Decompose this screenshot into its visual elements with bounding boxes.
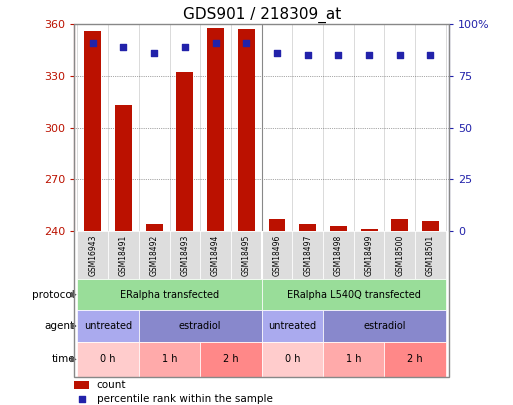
Bar [238,30,255,231]
Point [426,52,435,59]
FancyBboxPatch shape [77,342,139,377]
Point [150,50,159,56]
Text: percentile rank within the sample: percentile rank within the sample [97,394,273,404]
FancyBboxPatch shape [384,231,415,279]
Point [273,50,281,56]
Bar [361,229,378,231]
Point [78,396,86,403]
Bar [422,221,439,231]
Point [304,52,312,59]
FancyBboxPatch shape [139,342,200,377]
FancyBboxPatch shape [384,342,446,377]
Text: GSM18497: GSM18497 [303,234,312,276]
Text: 2 h: 2 h [407,354,423,364]
Text: GSM18499: GSM18499 [365,234,373,276]
FancyBboxPatch shape [323,310,446,342]
FancyBboxPatch shape [354,231,384,279]
Text: time: time [51,354,75,364]
Text: 1 h: 1 h [162,354,177,364]
Title: GDS901 / 218309_at: GDS901 / 218309_at [183,7,341,23]
Text: protocol: protocol [32,290,75,300]
FancyBboxPatch shape [169,231,200,279]
FancyBboxPatch shape [77,231,108,279]
FancyBboxPatch shape [200,342,262,377]
Point [365,52,373,59]
Text: GSM18493: GSM18493 [181,234,189,276]
Text: GSM18492: GSM18492 [150,234,159,276]
Bar [146,224,163,231]
Text: GSM18501: GSM18501 [426,234,435,276]
FancyBboxPatch shape [108,231,139,279]
Bar [268,219,285,231]
Text: ERalpha L540Q transfected: ERalpha L540Q transfected [287,290,421,300]
Text: 2 h: 2 h [223,354,239,364]
FancyBboxPatch shape [262,342,323,377]
FancyBboxPatch shape [262,231,292,279]
Point [120,44,128,50]
FancyBboxPatch shape [415,231,446,279]
FancyBboxPatch shape [77,310,139,342]
Text: estradiol: estradiol [363,321,406,331]
Bar [207,28,224,231]
Text: GSM18498: GSM18498 [334,234,343,276]
FancyBboxPatch shape [323,342,384,377]
Text: ERalpha transfected: ERalpha transfected [120,290,219,300]
Text: untreated: untreated [268,321,317,331]
Bar [299,224,316,231]
FancyBboxPatch shape [323,231,354,279]
Point [181,44,189,50]
Text: 1 h: 1 h [346,354,362,364]
Text: untreated: untreated [84,321,132,331]
Point [396,52,404,59]
Bar [74,381,89,390]
Bar [176,72,193,231]
Text: GSM18495: GSM18495 [242,234,251,276]
Text: GSM18494: GSM18494 [211,234,220,276]
FancyBboxPatch shape [231,231,262,279]
Text: 0 h: 0 h [101,354,116,364]
Text: agent: agent [45,321,75,331]
FancyBboxPatch shape [262,279,446,310]
Text: GSM18491: GSM18491 [119,234,128,276]
FancyBboxPatch shape [262,310,323,342]
Bar [84,31,101,231]
FancyBboxPatch shape [139,310,262,342]
Bar [391,219,408,231]
FancyBboxPatch shape [292,231,323,279]
FancyBboxPatch shape [77,279,262,310]
Point [242,40,250,46]
Text: 0 h: 0 h [285,354,300,364]
Text: GSM18496: GSM18496 [272,234,282,276]
Text: count: count [97,380,126,390]
FancyBboxPatch shape [139,231,169,279]
Point [334,52,343,59]
FancyBboxPatch shape [200,231,231,279]
Bar [115,105,132,231]
Point [89,40,97,46]
Bar [330,226,347,231]
Point [211,40,220,46]
Text: GSM16943: GSM16943 [88,234,97,276]
Text: GSM18500: GSM18500 [395,234,404,276]
Text: estradiol: estradiol [179,321,222,331]
